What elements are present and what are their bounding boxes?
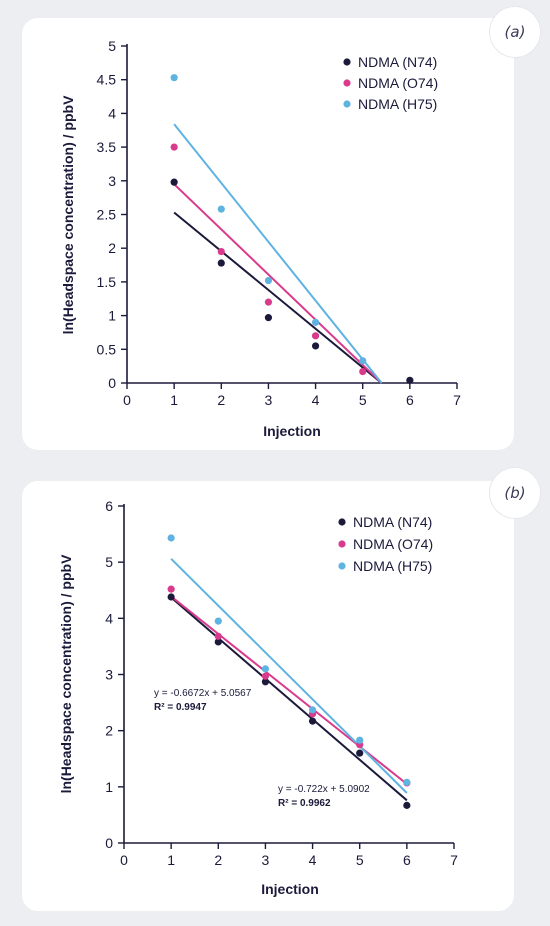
x-tick-label: 5 bbox=[356, 852, 364, 868]
x-tick-label: 4 bbox=[309, 852, 317, 868]
data-point bbox=[308, 717, 317, 725]
y-tick-label: 1.5 bbox=[97, 274, 117, 290]
x-tick-label: 1 bbox=[170, 392, 178, 408]
x-axis-title: Injection bbox=[261, 881, 319, 897]
data-point bbox=[403, 778, 411, 786]
data-point bbox=[356, 736, 364, 744]
chart-panel-b bbox=[22, 481, 514, 911]
panel-b-label: (b) bbox=[490, 468, 540, 518]
data-point bbox=[167, 585, 175, 593]
data-point bbox=[403, 801, 411, 809]
legend-label: NDMA (N74) bbox=[353, 514, 432, 530]
x-axis-title: Injection bbox=[263, 423, 321, 439]
x-tick-label: 3 bbox=[262, 852, 270, 868]
y-tick-label: 3 bbox=[108, 173, 116, 189]
data-point bbox=[261, 665, 270, 673]
regression-equation: y = -0.6672x + 5.0567 bbox=[154, 688, 252, 699]
data-point bbox=[311, 342, 320, 350]
y-tick-label: 3.5 bbox=[97, 139, 117, 155]
data-point bbox=[167, 593, 175, 601]
data-point bbox=[170, 143, 178, 151]
legend-marker bbox=[338, 540, 346, 548]
trendline bbox=[173, 183, 383, 384]
data-point bbox=[356, 749, 364, 757]
data-point bbox=[170, 74, 178, 82]
data-point bbox=[359, 357, 367, 365]
y-tick-label: 0.5 bbox=[97, 341, 117, 357]
y-tick-label: 2 bbox=[108, 240, 116, 256]
data-point bbox=[214, 638, 222, 646]
data-point bbox=[264, 298, 273, 306]
x-tick-label: 0 bbox=[123, 392, 131, 408]
data-point bbox=[261, 678, 270, 686]
x-tick-label: 4 bbox=[312, 392, 320, 408]
y-tick-label: 4.5 bbox=[97, 72, 117, 88]
x-tick-label: 2 bbox=[217, 392, 225, 408]
trendline bbox=[173, 211, 383, 384]
y-axis-title: ln(Headspace concentration) / ppbV bbox=[60, 95, 76, 334]
data-point bbox=[170, 178, 178, 186]
data-point bbox=[359, 367, 367, 376]
data-point bbox=[406, 376, 414, 384]
data-point bbox=[311, 318, 320, 326]
data-point bbox=[261, 672, 270, 680]
legend-marker bbox=[343, 58, 351, 66]
y-tick-label: 2 bbox=[105, 723, 113, 739]
trendline bbox=[173, 123, 383, 384]
chart-b: 0 1 2 3 4 5 6 0 1 2 3 4 5 6 7 Injection ln(Headspace con… bbox=[58, 498, 458, 897]
y-tick-label: 4 bbox=[105, 610, 113, 626]
legend-label: NDMA (H75) bbox=[358, 96, 437, 112]
data-point bbox=[167, 534, 175, 542]
x-tick-label: 6 bbox=[403, 852, 411, 868]
x-tick-label: 6 bbox=[406, 392, 414, 408]
y-axis-title: ln(Headspace concentration) / ppbV bbox=[58, 554, 74, 793]
y-tick-label: 5 bbox=[105, 554, 113, 570]
y-tick-label: 6 bbox=[105, 498, 113, 514]
x-tick-label: 7 bbox=[453, 392, 461, 408]
data-point bbox=[214, 632, 222, 640]
y-tick-label: 2.5 bbox=[97, 207, 117, 223]
legend-marker bbox=[343, 100, 351, 108]
data-point bbox=[217, 259, 225, 267]
trendline bbox=[170, 596, 408, 802]
y-tick-label: 0 bbox=[108, 375, 116, 391]
x-tick-label: 7 bbox=[450, 852, 458, 868]
x-tick-label: 0 bbox=[120, 852, 128, 868]
r-squared-label: R² = 0.9962 bbox=[278, 798, 331, 809]
data-point bbox=[264, 314, 273, 322]
data-point bbox=[311, 332, 320, 340]
y-tick-label: 1 bbox=[105, 779, 113, 795]
legend-label: NDMA (O74) bbox=[358, 75, 438, 91]
regression-equation: y = -0.722x + 5.0902 bbox=[278, 784, 370, 795]
y-tick-label: 1 bbox=[108, 308, 116, 324]
legend-marker bbox=[338, 562, 346, 570]
y-tick-label: 3 bbox=[105, 667, 113, 683]
legend-label: NDMA (O74) bbox=[353, 536, 433, 552]
legend-marker bbox=[338, 518, 346, 526]
data-point bbox=[264, 276, 273, 285]
x-tick-label: 5 bbox=[359, 392, 367, 408]
data-point bbox=[308, 706, 317, 714]
legend-label: NDMA (N74) bbox=[358, 54, 437, 70]
y-tick-label: 5 bbox=[108, 38, 116, 54]
legend-label: NDMA (H75) bbox=[353, 558, 432, 574]
y-tick-label: 4 bbox=[108, 105, 116, 121]
r-squared-label: R² = 0.9947 bbox=[154, 702, 207, 713]
x-tick-label: 1 bbox=[167, 852, 175, 868]
data-point bbox=[217, 247, 225, 256]
trendline bbox=[170, 558, 408, 794]
chart-a: 0 0.5 1 1.5 2 2.5 3 3.5 4 4.5 5 0 1 2 3 4 5 6 7 Injection ln… bbox=[60, 38, 461, 439]
y-tick-label: 0 bbox=[105, 835, 113, 851]
data-point bbox=[214, 617, 222, 625]
data-point bbox=[217, 205, 225, 213]
x-tick-label: 2 bbox=[214, 852, 222, 868]
x-tick-label: 3 bbox=[265, 392, 273, 408]
chart-panel-a bbox=[22, 18, 514, 450]
legend-marker bbox=[343, 79, 351, 87]
panel-a-label: (a) bbox=[490, 7, 540, 57]
